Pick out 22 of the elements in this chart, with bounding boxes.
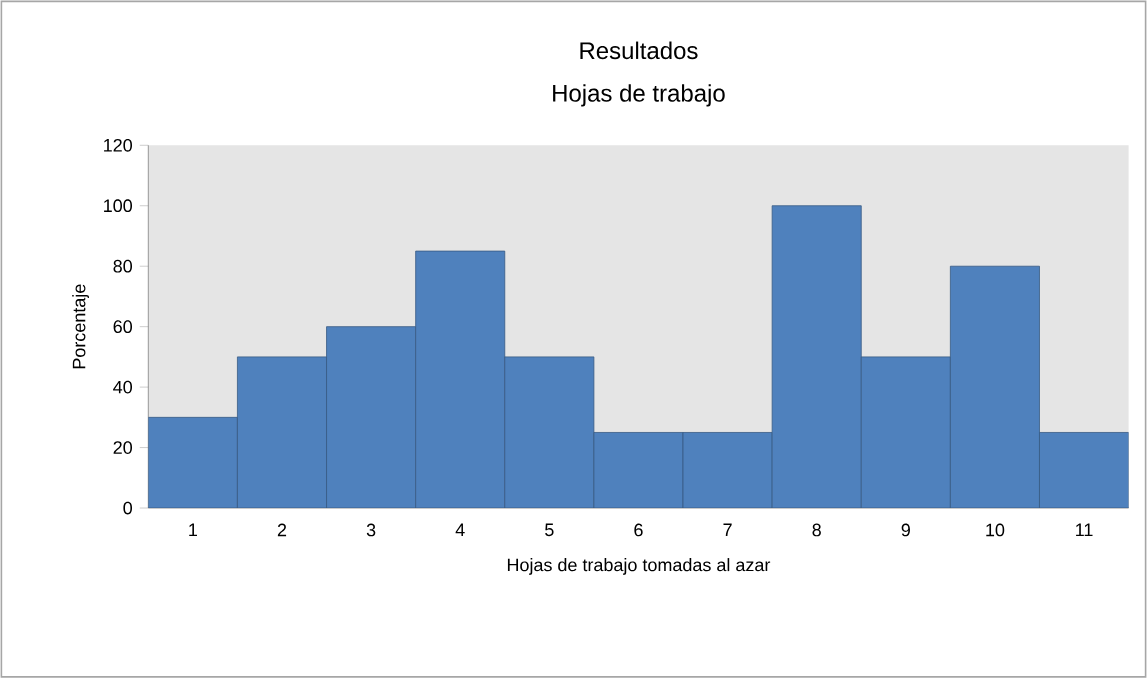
y-tick-label: 40	[113, 380, 133, 394]
chart-title: Resultados	[580, 41, 698, 59]
y-axis-title: Porcentaje	[72, 284, 89, 369]
x-tick-label: 9	[901, 523, 910, 537]
y-tick-label: 120	[104, 138, 133, 152]
x-tick-label: 2	[277, 523, 287, 537]
y-tick-label: 100	[104, 199, 133, 212]
y-tick-label: 20	[113, 441, 133, 454]
x-tick-label: 6	[634, 523, 643, 537]
x-axis-title: Hojas de trabajo tomadas al azar	[507, 557, 771, 575]
x-tick-label: 8	[812, 523, 821, 537]
x-tick-label: 3	[366, 523, 376, 537]
y-tick-label: 60	[113, 320, 133, 333]
x-tick-label: 4	[455, 523, 465, 536]
x-tick-label: 7	[723, 523, 732, 536]
y-tick-label: 0	[123, 501, 133, 515]
x-tick-label: 5	[545, 523, 554, 537]
x-tick-label: 1	[189, 523, 197, 536]
x-tick-label: 10	[986, 523, 1005, 537]
x-tick-label: 11	[1076, 523, 1093, 536]
y-tick-label: 80	[113, 259, 133, 273]
chart-subtitle: Hojas de trabajo	[553, 84, 725, 107]
